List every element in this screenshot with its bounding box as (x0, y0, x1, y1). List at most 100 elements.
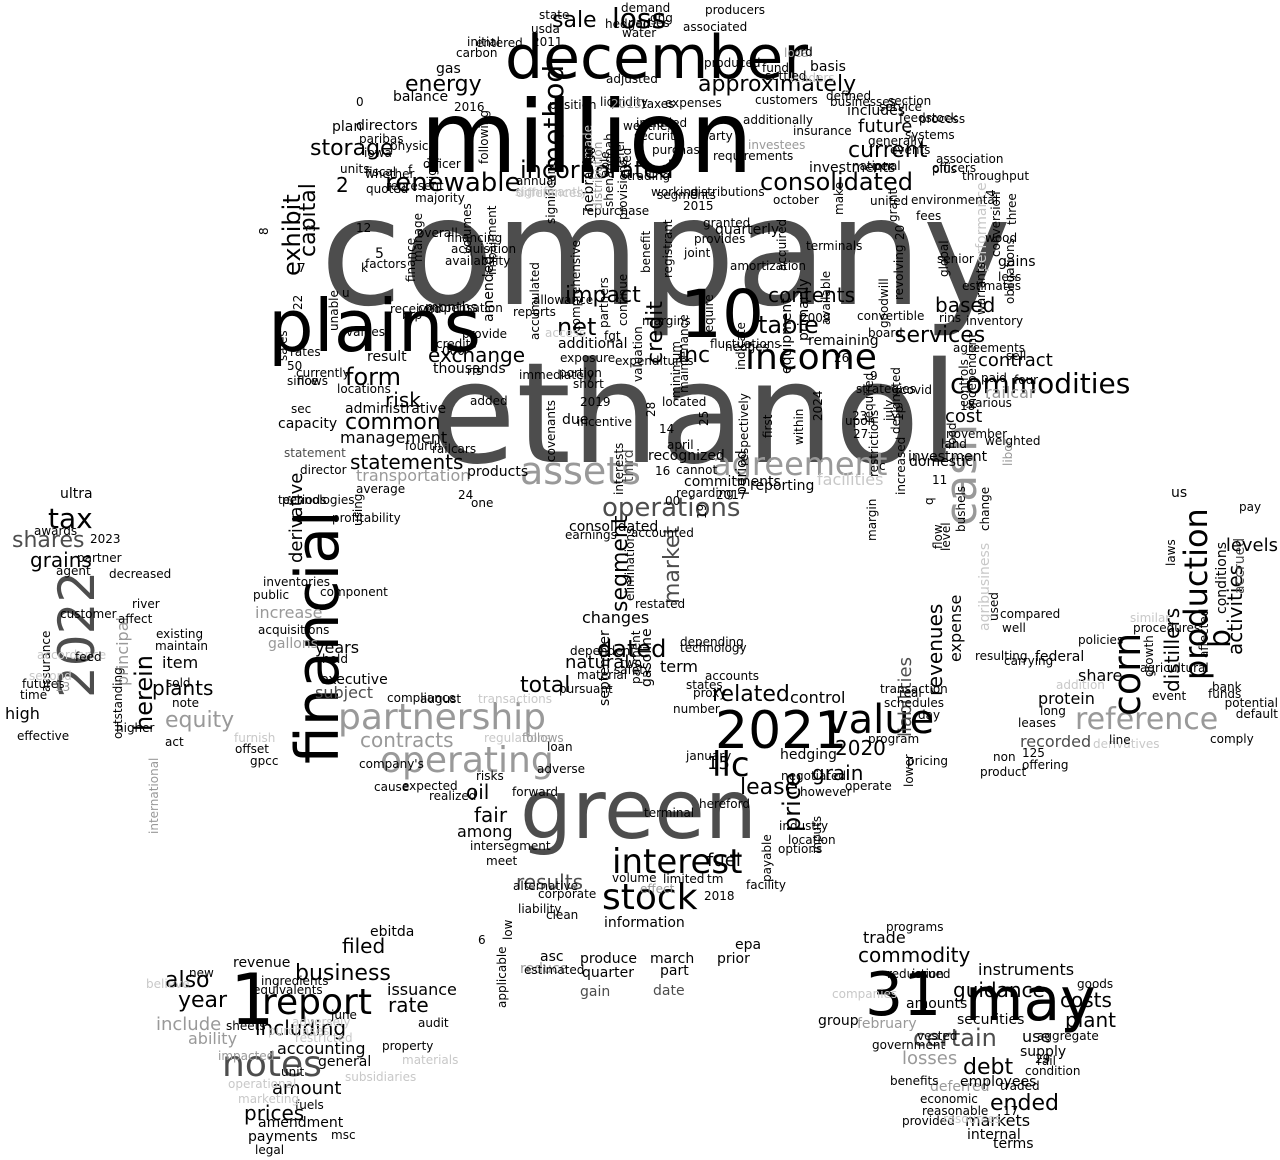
cloud-word: program (868, 732, 920, 746)
cloud-word: subsidiaries (345, 1070, 417, 1084)
cloud-word: producers (705, 3, 766, 17)
cloud-word: railcar (985, 383, 1036, 402)
cloud-word: audit (418, 1016, 449, 1030)
cloud-word: new (189, 966, 214, 980)
cloud-word: plant (1065, 1008, 1117, 1032)
cloud-word: river (132, 597, 160, 611)
cloud-word: offset (235, 742, 269, 756)
cloud-word: continue (616, 273, 630, 326)
cloud-word: high (5, 704, 40, 723)
cloud-word: annual (516, 174, 557, 188)
cloud-word: amount (272, 1078, 342, 1099)
cloud-word: quarter (582, 965, 634, 981)
cloud-word: decreased (109, 567, 172, 581)
cloud-word: rates (290, 345, 321, 359)
cloud-word: commodities (950, 367, 1131, 400)
cloud-word: significantly (515, 185, 588, 199)
cloud-word: f (408, 163, 413, 177)
cloud-word: operating (380, 740, 554, 781)
cloud-word: acquisition (451, 242, 517, 256)
cloud-word: provided (902, 1114, 955, 1128)
cloud-word: policies (1078, 633, 1124, 647)
cloud-word: local (784, 46, 812, 60)
cloud-word: amendment (258, 1115, 344, 1131)
cloud-word: revenue (233, 955, 291, 971)
cloud-word: trading (627, 169, 671, 183)
cloud-word: 00 (665, 494, 681, 508)
cloud-word: customer (60, 607, 117, 621)
cloud-word: association (936, 152, 1004, 166)
cloud-word: safety (614, 663, 652, 677)
cloud-word: plains (268, 284, 481, 368)
cloud-word: ord (793, 45, 813, 59)
cloud-word: furnish (234, 731, 276, 745)
cloud-word: payment (629, 630, 643, 685)
cloud-word: gallons (268, 636, 318, 652)
cloud-word: june (331, 1008, 357, 1022)
cloud-word: prior (717, 951, 750, 967)
cloud-word: 5 (375, 246, 384, 262)
cloud-word: received (390, 302, 442, 316)
cloud-word: traded (1000, 1079, 1040, 1093)
cloud-word: profitability (332, 511, 401, 525)
cloud-word: subject (315, 683, 373, 702)
cloud-word: first (761, 414, 775, 438)
cloud-word: shares (12, 528, 85, 553)
cloud-word: credits (436, 337, 477, 351)
cloud-word: lenders (790, 71, 835, 85)
cloud-word: transactions (478, 692, 553, 706)
cloud-word: issued (912, 967, 951, 981)
cloud-word: national (852, 159, 901, 173)
cloud-word: interest (612, 842, 743, 882)
cloud-word: international (147, 757, 161, 834)
cloud-word: working (651, 185, 699, 199)
cloud-word: offering (1022, 758, 1069, 772)
cloud-word: b (1203, 628, 1238, 648)
cloud-word: loss (612, 2, 667, 35)
cloud-word: legal (255, 1143, 285, 1157)
cloud-word: renewable (385, 168, 521, 198)
cloud-word: schedules (884, 696, 945, 710)
cloud-word: real (899, 686, 922, 700)
cloud-word: materials (402, 1053, 459, 1067)
cloud-word: assets (520, 449, 641, 493)
cloud-word: values (346, 325, 386, 339)
cloud-word: future (858, 116, 913, 137)
cloud-word: tm (707, 872, 724, 886)
cloud-word: operations (602, 493, 741, 523)
cloud-word: remaining (808, 333, 879, 349)
cloud-word: risk (385, 388, 421, 412)
cloud-word: item (162, 653, 199, 672)
cloud-word: officer (423, 157, 461, 171)
cloud-word: compliance (387, 691, 456, 705)
cloud-word: warrants (974, 261, 988, 315)
cloud-word: material (577, 668, 628, 682)
cloud-word: 2017 (716, 488, 747, 502)
cloud-word: one (471, 496, 494, 510)
cloud-word: instruments (978, 960, 1075, 979)
cloud-word: defined (826, 89, 872, 103)
cloud-word: prices (244, 1101, 305, 1125)
cloud-word: change (978, 487, 992, 532)
cloud-word: benefits (890, 1074, 939, 1088)
cloud-word: federal (1035, 649, 1085, 665)
cloud-word: physical (390, 139, 440, 153)
cloud-word: 14 (659, 422, 675, 436)
cloud-word: green (520, 763, 757, 858)
cloud-word: balance (393, 89, 449, 105)
cloud-word: various (968, 396, 1012, 410)
cloud-word: access (545, 326, 586, 340)
cloud-word: 19 (695, 504, 709, 520)
cloud-word: settled (765, 69, 807, 83)
cloud-word: director (300, 463, 347, 477)
cloud-word: events (890, 143, 931, 157)
cloud-word: similar (1130, 611, 1171, 625)
cloud-word: estimates (962, 279, 1022, 293)
cloud-word: quarterly (715, 222, 780, 238)
cloud-word: majority (415, 191, 465, 205)
cloud-word: result (367, 349, 407, 365)
cloud-word: respectively (737, 393, 751, 467)
cloud-word: acquisitions (258, 623, 330, 637)
cloud-word: fuels (295, 1098, 324, 1112)
cloud-word: cost (945, 406, 983, 427)
